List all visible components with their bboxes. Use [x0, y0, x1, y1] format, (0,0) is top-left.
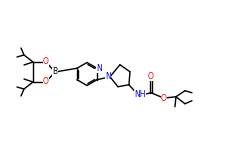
Text: O: O: [161, 94, 167, 103]
Text: O: O: [43, 57, 49, 66]
Text: N: N: [105, 72, 111, 81]
Text: B: B: [52, 68, 58, 76]
Text: N: N: [96, 64, 102, 73]
Text: NH: NH: [134, 90, 146, 99]
Text: O: O: [148, 72, 154, 81]
Text: O: O: [43, 78, 49, 87]
